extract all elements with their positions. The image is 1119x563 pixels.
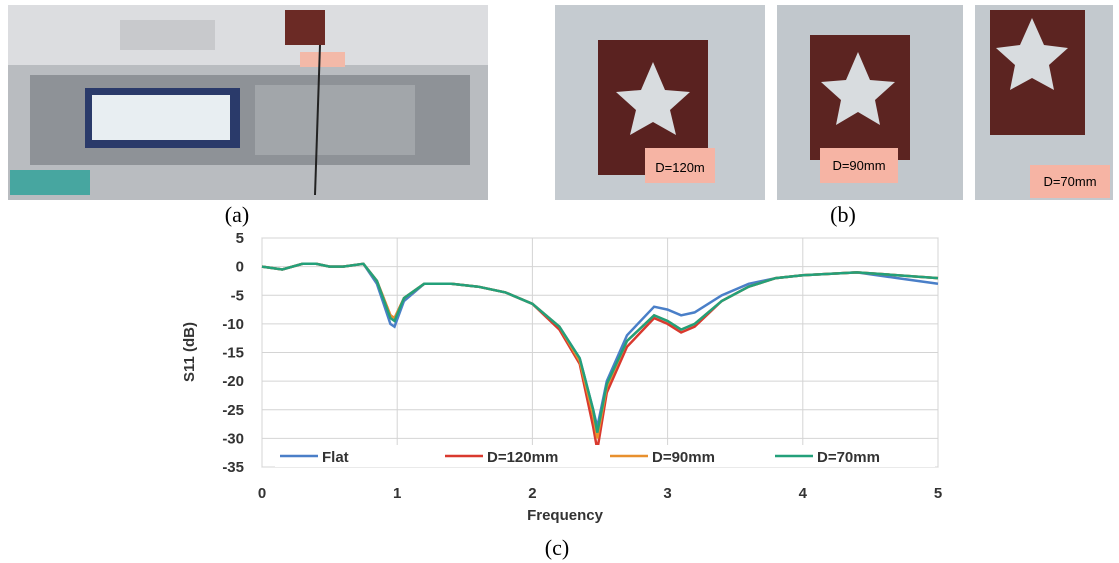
legend-label: D=120mm — [487, 449, 558, 466]
panel-label: (b) — [830, 202, 856, 227]
x-axis-label: Frequency — [527, 507, 604, 524]
y-tick-label: -15 — [222, 345, 244, 362]
y-tick-label: -20 — [222, 373, 244, 390]
photo-label: D=70mm — [1043, 174, 1096, 189]
x-tick-label: 1 — [393, 485, 401, 502]
legend-label: D=90mm — [652, 449, 715, 466]
photo-b — [555, 5, 1113, 200]
x-tick-label: 0 — [258, 485, 266, 502]
legend-label: Flat — [322, 449, 349, 466]
y-axis-label: S11 (dB) — [181, 322, 198, 382]
x-tick-label: 5 — [934, 485, 942, 502]
panel-label: (c) — [545, 535, 569, 560]
legend-label: D=70mm — [817, 449, 880, 466]
y-tick-label: 5 — [236, 230, 244, 247]
y-tick-label: -25 — [222, 402, 244, 419]
y-tick-label: -35 — [222, 459, 244, 476]
photo-a — [8, 5, 488, 200]
photo-label: D=120m — [655, 160, 705, 175]
y-tick-label: -10 — [222, 316, 244, 333]
photo-label: D=90mm — [832, 158, 885, 173]
y-tick-label: -30 — [222, 430, 244, 447]
y-tick-label: -5 — [231, 287, 244, 304]
series-line — [261, 262, 939, 433]
legend — [275, 445, 935, 467]
x-tick-label: 4 — [799, 485, 808, 502]
y-tick-label: 0 — [236, 259, 244, 276]
x-tick-label: 2 — [528, 485, 536, 502]
x-tick-label: 3 — [663, 485, 671, 502]
panel-label: (a) — [225, 202, 249, 227]
